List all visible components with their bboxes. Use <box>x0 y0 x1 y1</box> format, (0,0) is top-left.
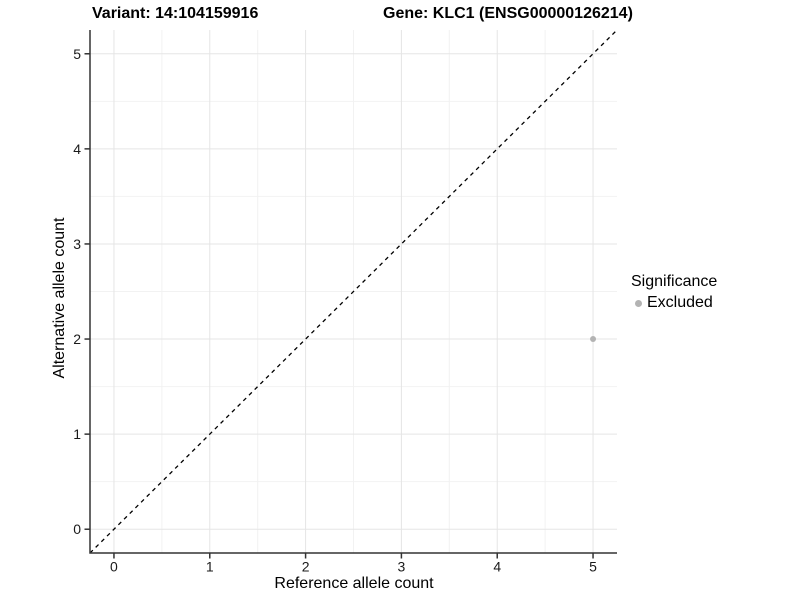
y-axis-label: Alternative allele count <box>51 217 68 379</box>
plot-title-gene: Gene: KLC1 (ENSG00000126214) <box>383 5 633 22</box>
y-tick-label: 5 <box>73 46 81 62</box>
x-tick-label: 5 <box>589 559 597 575</box>
plot-title-variant: Variant: 14:104159916 <box>92 5 259 22</box>
y-tick-label: 3 <box>73 236 81 252</box>
y-tick-label: 0 <box>73 521 81 537</box>
y-tick-label: 2 <box>73 331 81 347</box>
data-point <box>590 336 597 343</box>
axis-lines <box>89 30 617 554</box>
legend: Significance Excluded <box>631 272 717 312</box>
x-tick-label: 1 <box>206 559 214 575</box>
x-tick-label: 2 <box>302 559 310 575</box>
x-tick-label: 3 <box>398 559 406 575</box>
excluded-point-icon <box>635 299 642 307</box>
x-tick-label: 0 <box>110 559 118 575</box>
identity-line <box>89 29 618 554</box>
y-tick-label: 4 <box>73 141 81 157</box>
x-tick-label: 4 <box>493 559 501 575</box>
x-axis-label: Reference allele count <box>274 575 434 592</box>
legend-item-excluded: Excluded <box>631 294 717 312</box>
legend-item-label: Excluded <box>647 294 713 311</box>
y-tick-label: 1 <box>73 426 81 442</box>
legend-title: Significance <box>631 273 718 290</box>
